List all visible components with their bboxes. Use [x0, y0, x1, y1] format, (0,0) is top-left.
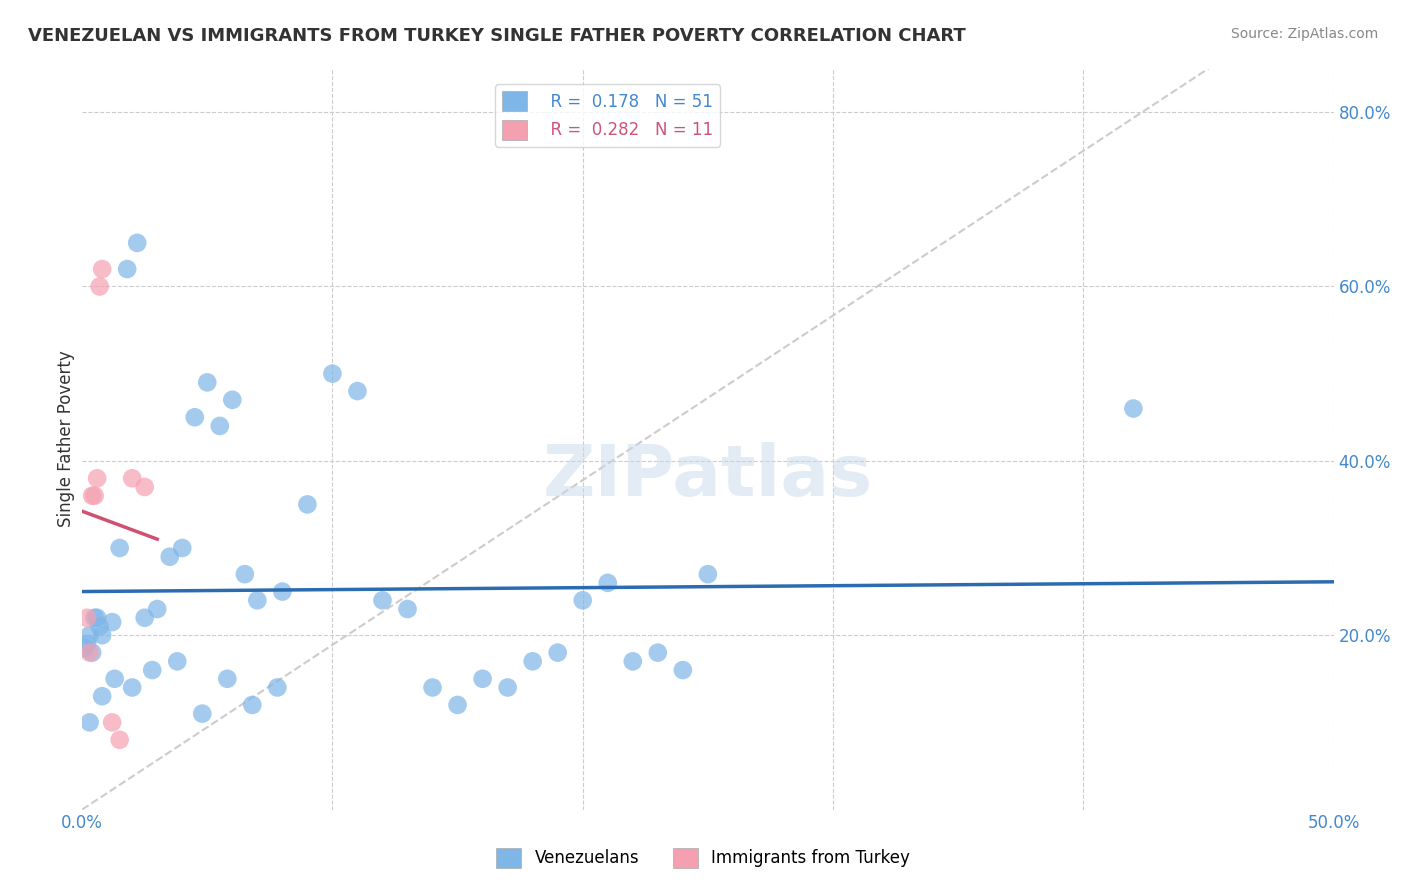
Point — [208, 419, 231, 434]
Point — [446, 698, 468, 712]
Point — [266, 681, 288, 695]
Point — [134, 611, 156, 625]
Point — [79, 628, 101, 642]
Point — [83, 489, 105, 503]
Point — [73, 641, 96, 656]
Legend: Venezuelans, Immigrants from Turkey: Venezuelans, Immigrants from Turkey — [489, 841, 917, 875]
Point — [121, 681, 143, 695]
Point — [79, 646, 101, 660]
Point — [191, 706, 214, 721]
Point — [246, 593, 269, 607]
Point — [647, 646, 669, 660]
Point — [91, 628, 114, 642]
Point — [371, 593, 394, 607]
Point — [233, 567, 256, 582]
Point — [134, 480, 156, 494]
Point — [321, 367, 343, 381]
Point — [184, 410, 207, 425]
Point — [89, 279, 111, 293]
Point — [86, 611, 108, 625]
Point — [166, 654, 188, 668]
Point — [86, 471, 108, 485]
Point — [91, 690, 114, 704]
Point — [146, 602, 169, 616]
Point — [101, 615, 124, 629]
Point — [621, 654, 644, 668]
Point — [141, 663, 163, 677]
Point — [571, 593, 593, 607]
Point — [82, 646, 104, 660]
Point — [271, 584, 294, 599]
Point — [496, 681, 519, 695]
Point — [127, 235, 149, 250]
Point — [346, 384, 368, 398]
Point — [89, 619, 111, 633]
Point — [596, 575, 619, 590]
Text: ZIPatlas: ZIPatlas — [543, 442, 873, 510]
Point — [108, 541, 131, 555]
Point — [396, 602, 419, 616]
Point — [76, 611, 98, 625]
Point — [240, 698, 263, 712]
Point — [159, 549, 181, 564]
Point — [1122, 401, 1144, 416]
Y-axis label: Single Father Poverty: Single Father Poverty — [58, 351, 75, 527]
Point — [115, 262, 138, 277]
Point — [217, 672, 239, 686]
Point — [104, 672, 127, 686]
Point — [696, 567, 718, 582]
Point — [471, 672, 494, 686]
Point — [522, 654, 544, 668]
Point — [672, 663, 695, 677]
Point — [82, 489, 104, 503]
Point — [108, 732, 131, 747]
Legend:   R =  0.178   N = 51,   R =  0.282   N = 11: R = 0.178 N = 51, R = 0.282 N = 11 — [495, 84, 720, 146]
Point — [195, 376, 218, 390]
Text: VENEZUELAN VS IMMIGRANTS FROM TURKEY SINGLE FATHER POVERTY CORRELATION CHART: VENEZUELAN VS IMMIGRANTS FROM TURKEY SIN… — [28, 27, 966, 45]
Point — [422, 681, 444, 695]
Point — [91, 262, 114, 277]
Point — [101, 715, 124, 730]
Point — [121, 471, 143, 485]
Point — [297, 497, 319, 511]
Point — [79, 715, 101, 730]
Point — [83, 611, 105, 625]
Text: Source: ZipAtlas.com: Source: ZipAtlas.com — [1230, 27, 1378, 41]
Point — [172, 541, 194, 555]
Point — [547, 646, 569, 660]
Point — [76, 637, 98, 651]
Point — [221, 392, 243, 407]
